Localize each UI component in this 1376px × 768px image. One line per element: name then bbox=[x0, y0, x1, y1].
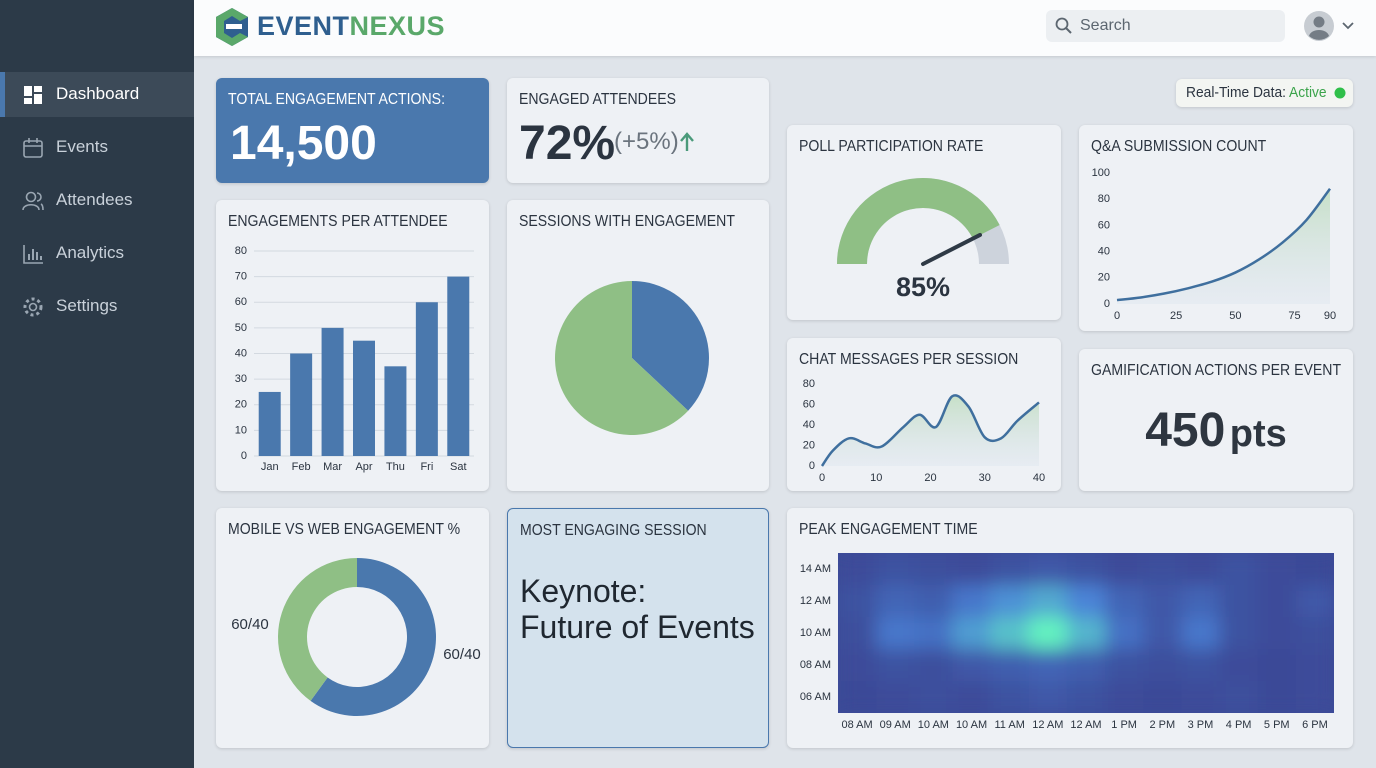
chart-card: POLL PARTICIPATION RATE bbox=[787, 125, 1061, 320]
chart-card: Q&A SUBMISSION COUNT bbox=[1079, 125, 1353, 331]
card-title: MOST ENGAGING SESSION bbox=[520, 522, 707, 539]
highlight-card: MOST ENGAGING SESSION Keynote: Future of… bbox=[507, 508, 769, 748]
realtime-status: Real-Time Data: Active bbox=[1176, 79, 1353, 107]
card-title: GAMIFICATION ACTIONS PER EVENT bbox=[1091, 362, 1342, 379]
kpi-value-row: 450 pts bbox=[1079, 403, 1353, 458]
kpi-change: (+5%) bbox=[614, 128, 679, 155]
sidebar: Dashboard Events Attendees Analytics Set… bbox=[0, 0, 194, 768]
nav-label: Dashboard bbox=[56, 84, 140, 103]
card-title: ENGAGEMENTS PER ATTENDEE bbox=[228, 213, 448, 230]
card-title: CHAT MESSAGES PER SESSION bbox=[799, 351, 1019, 368]
nav-item[interactable]: Attendees bbox=[0, 178, 194, 223]
card-title: MOBILE VS WEB ENGAGEMENT % bbox=[228, 521, 461, 538]
chart-card: CHAT MESSAGES PER SESSION bbox=[787, 338, 1061, 491]
kpi-card: ENGAGED ATTENDEES 72% (+5%) bbox=[507, 78, 769, 183]
card-title: SESSIONS WITH ENGAGEMENT bbox=[519, 213, 735, 230]
nav-item[interactable]: Analytics bbox=[0, 231, 194, 276]
status-value: Active bbox=[1289, 84, 1327, 101]
brand-part: EVENT bbox=[257, 11, 350, 41]
card-title: PEAK ENGAGEMENT TIME bbox=[799, 521, 978, 538]
brand: EVENTNEXUS bbox=[257, 11, 445, 42]
kpi-value: 72% bbox=[519, 117, 616, 170]
chart-card: ENGAGEMENTS PER ATTENDEE bbox=[216, 200, 489, 491]
nav-icon bbox=[22, 191, 44, 211]
status-label: Real-Time Data: bbox=[1186, 84, 1286, 101]
chart-card: MOBILE VS WEB ENGAGEMENT % bbox=[216, 508, 489, 748]
status-text: Real-Time Data: Active bbox=[1186, 84, 1327, 101]
nav-label: Settings bbox=[56, 296, 118, 315]
search-placeholder: Search bbox=[1080, 17, 1131, 34]
search-icon bbox=[1055, 17, 1072, 34]
nav-icon bbox=[23, 297, 43, 317]
nav-icon bbox=[23, 138, 43, 158]
nav-label: Attendees bbox=[56, 190, 133, 209]
session-line: Future of Events bbox=[520, 609, 755, 645]
brand-part: NEXUS bbox=[349, 11, 446, 41]
status-dot bbox=[1334, 87, 1346, 99]
nav-label: Analytics bbox=[56, 243, 125, 262]
kpi-value: 450 bbox=[1145, 404, 1226, 457]
nav-icon bbox=[24, 86, 42, 104]
session-name: Keynote: Future of Events bbox=[520, 573, 755, 645]
kpi-unit: pts bbox=[1229, 413, 1287, 455]
nav-item[interactable]: Settings bbox=[0, 284, 194, 329]
logo-icon bbox=[216, 8, 248, 46]
kpi-card: GAMIFICATION ACTIONS PER EVENT 450 pts bbox=[1079, 349, 1353, 491]
card-title: Q&A SUBMISSION COUNT bbox=[1091, 138, 1267, 155]
up-arrow bbox=[680, 132, 694, 151]
user-menu[interactable] bbox=[1302, 10, 1358, 42]
chart-card: SESSIONS WITH ENGAGEMENT bbox=[507, 200, 769, 491]
chart-card: PEAK ENGAGEMENT TIME bbox=[787, 508, 1353, 748]
nav-item[interactable]: Dashboard bbox=[0, 72, 194, 117]
card-title: POLL PARTICIPATION RATE bbox=[799, 138, 984, 155]
search-box[interactable]: Search bbox=[1046, 10, 1285, 42]
nav-icon bbox=[23, 245, 43, 264]
kpi-value: 14,500 bbox=[230, 117, 377, 170]
session-line: Keynote: bbox=[520, 573, 647, 609]
kpi-card: TOTAL ENGAGEMENT ACTIONS: 14,500 bbox=[216, 78, 489, 183]
nav-label: Events bbox=[56, 137, 108, 156]
card-title: TOTAL ENGAGEMENT ACTIONS: bbox=[228, 91, 445, 108]
card-title: ENGAGED ATTENDEES bbox=[519, 91, 676, 108]
nav-item[interactable]: Events bbox=[0, 125, 194, 170]
